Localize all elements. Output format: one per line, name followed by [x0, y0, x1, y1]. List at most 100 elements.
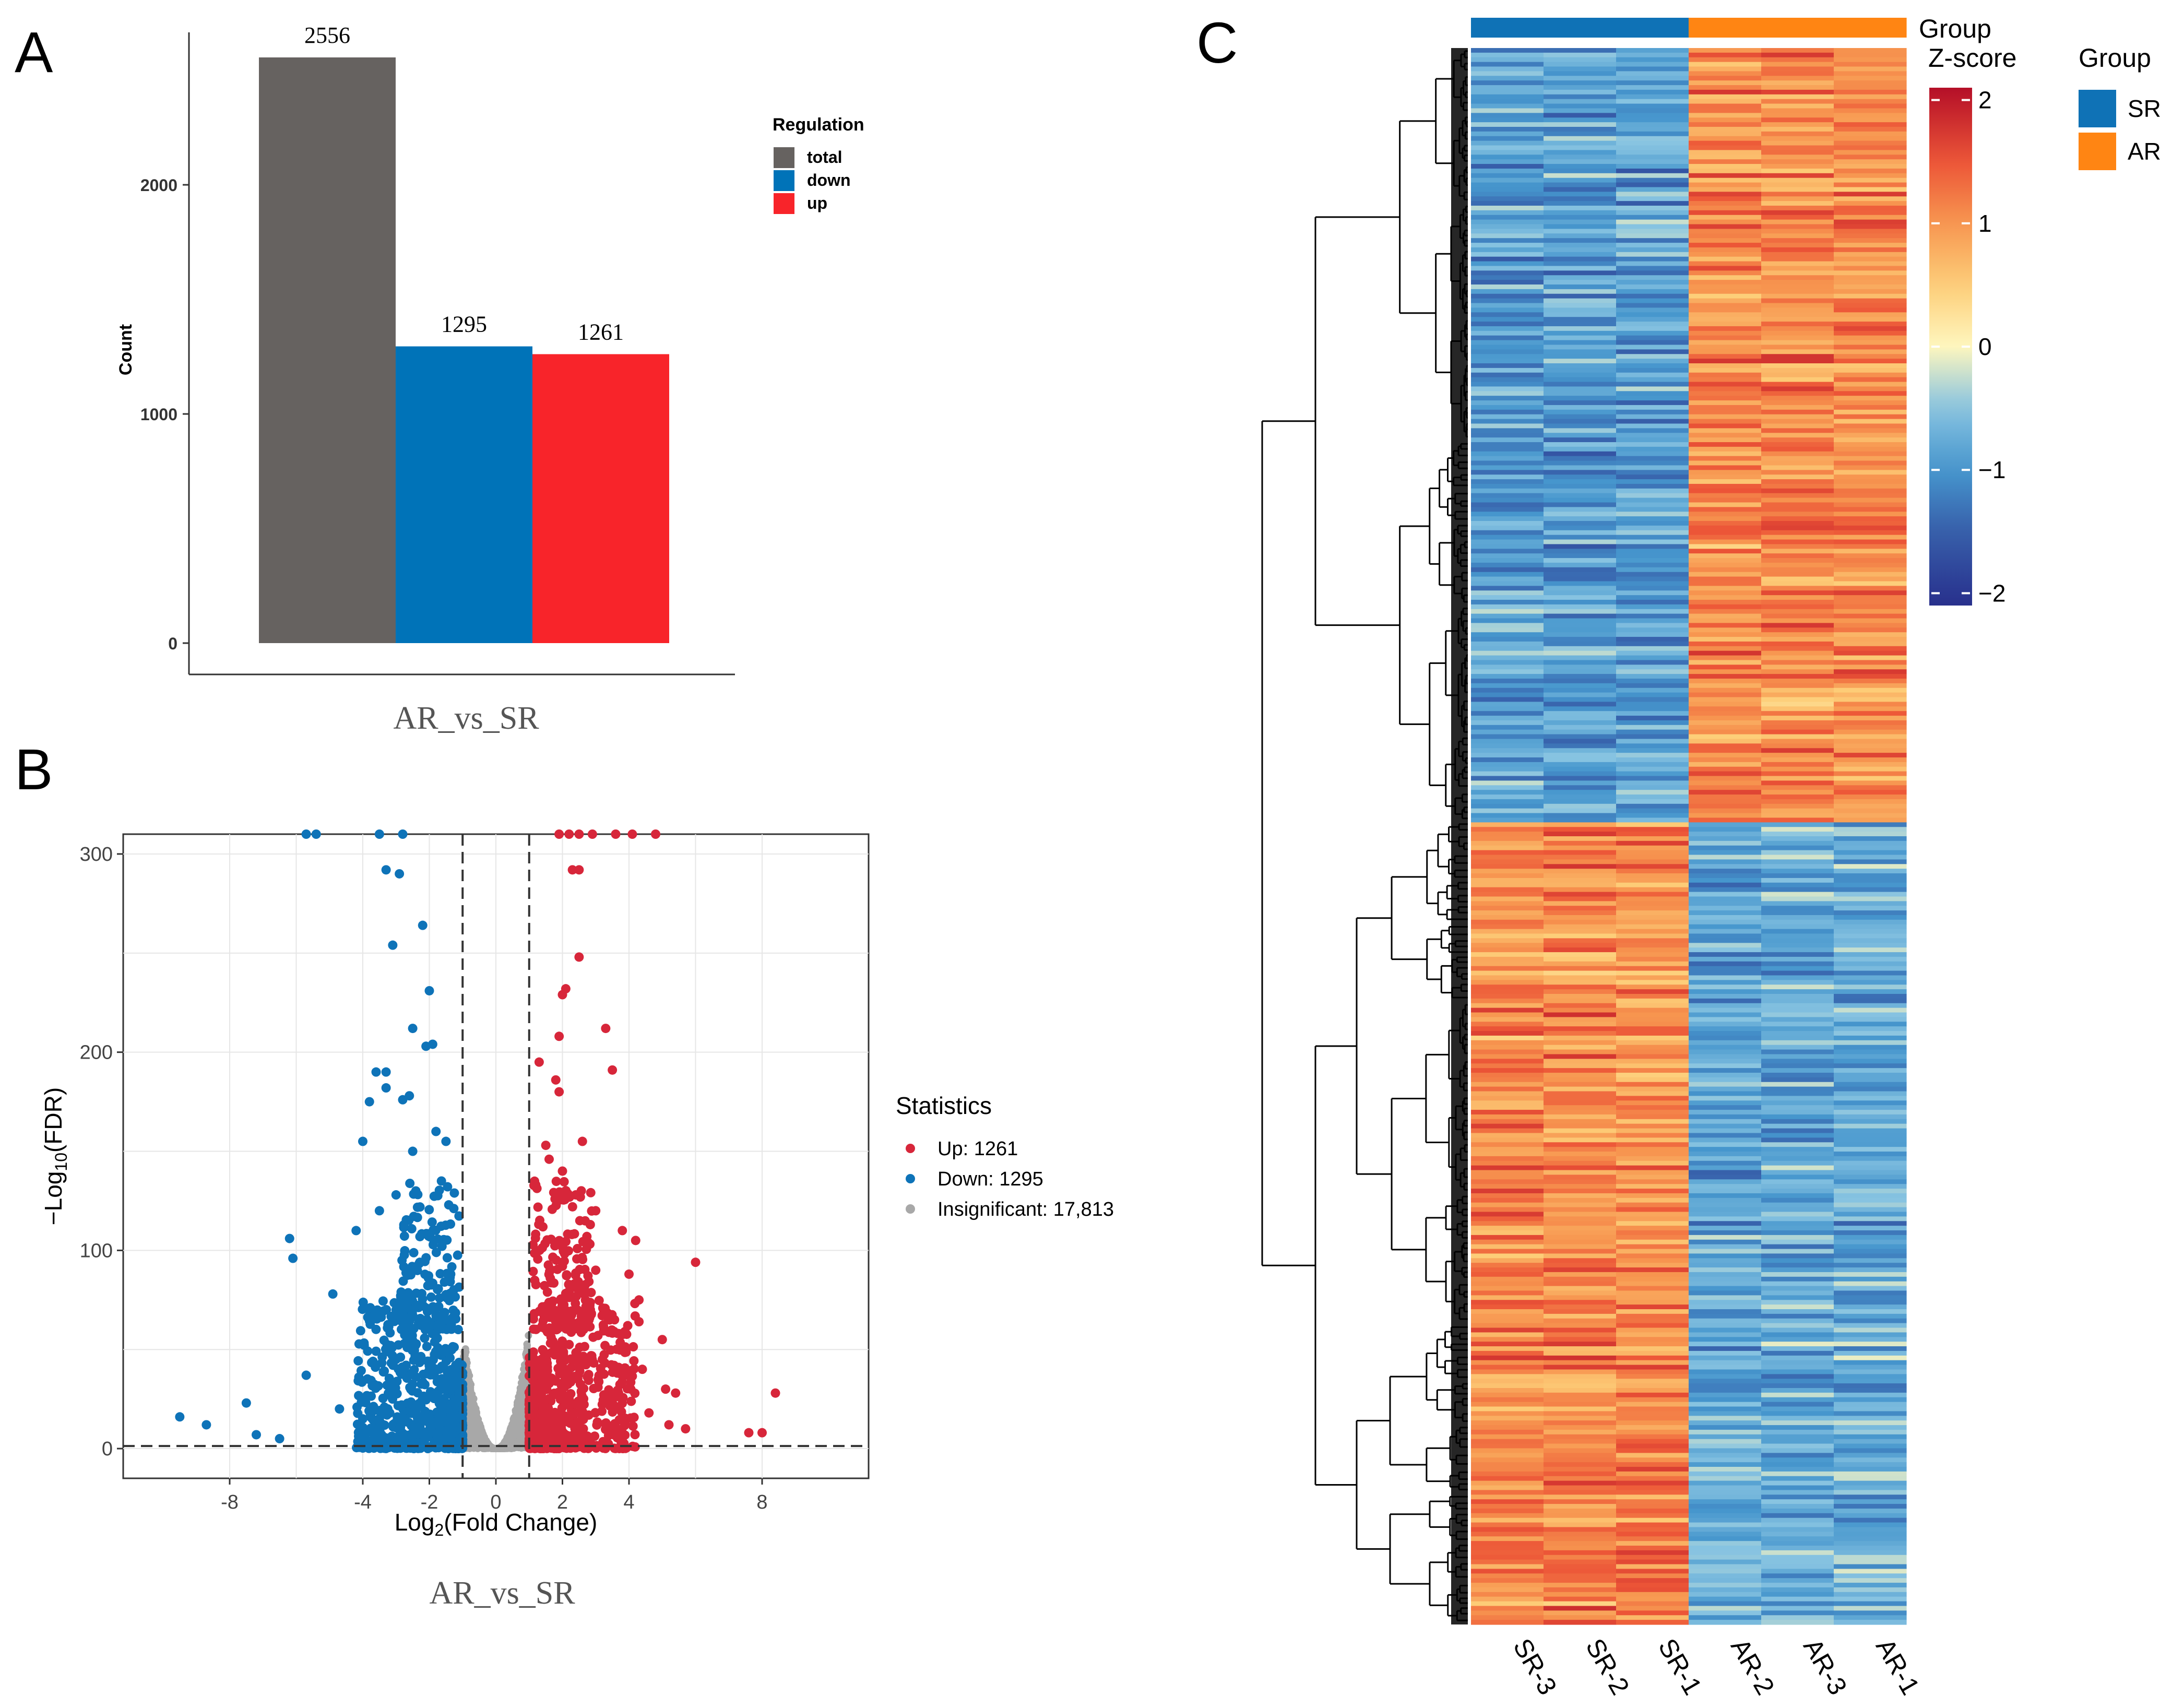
- heatmap-cell: [1689, 52, 1762, 58]
- volcano-point-up: [575, 1379, 585, 1389]
- heatmap-cell: [1689, 553, 1762, 559]
- volcano-point-down: [175, 1412, 185, 1422]
- volcano-legend-dot: [906, 1204, 915, 1214]
- heatmap-cell: [1834, 345, 1907, 350]
- heatmap-cell: [1834, 103, 1907, 109]
- volcano-point-down: [379, 1366, 389, 1376]
- bar-value-label: 1261: [578, 319, 624, 345]
- heatmap-cell: [1689, 618, 1762, 624]
- heatmap-cell: [1544, 456, 1617, 461]
- volcano-point-down: [354, 1442, 364, 1452]
- heatmap-cell: [1689, 155, 1762, 160]
- heatmap-cell: [1689, 479, 1762, 484]
- volcano-point-up: [564, 1279, 574, 1289]
- heatmap-cell: [1471, 85, 1544, 90]
- heatmap-cell: [1834, 488, 1907, 494]
- bar-down: [396, 346, 532, 643]
- volcano-point-up: [551, 1075, 561, 1085]
- heatmap-cell: [1471, 145, 1544, 151]
- volcano-point-down: [424, 986, 434, 995]
- heatmap-cell: [1834, 85, 1907, 90]
- heatmap-cell: [1616, 544, 1689, 549]
- heatmap-cell: [1689, 428, 1762, 433]
- volcano-point-up: [552, 1308, 562, 1318]
- heatmap-cell: [1544, 595, 1617, 600]
- heatmap-cell: [1689, 641, 1762, 647]
- heatmap-cell: [1471, 247, 1544, 253]
- volcano-point-up: [575, 1366, 585, 1376]
- volcano-point-up: [770, 1388, 780, 1398]
- volcano-point-down: [409, 1212, 419, 1221]
- volcano-point-up: [589, 1358, 599, 1368]
- heatmap-cell: [1471, 409, 1544, 415]
- heatmap-cell: [1616, 595, 1689, 600]
- volcano-point-down: [441, 1417, 450, 1427]
- volcano-point-up: [757, 1428, 767, 1438]
- heatmap-cell: [1471, 465, 1544, 470]
- volcano-point-up: [571, 1190, 580, 1200]
- heatmap-cell: [1689, 210, 1762, 216]
- heatmap-cell: [1616, 48, 1689, 53]
- volcano-point-up: [575, 1216, 585, 1226]
- heatmap-cell: [1616, 201, 1689, 206]
- heatmap-cell: [1616, 182, 1689, 188]
- heatmap-cell: [1761, 600, 1834, 605]
- heatmap-cell: [1544, 127, 1617, 132]
- heatmap-cell: [1544, 275, 1617, 280]
- heatmap-cell: [1616, 298, 1689, 304]
- volcano-point-down: [418, 1394, 428, 1404]
- heatmap-cell: [1616, 206, 1689, 211]
- volcano-point-down: [370, 1432, 380, 1442]
- heatmap-cell: [1471, 270, 1544, 276]
- heatmap-cell: [1689, 609, 1762, 614]
- volcano-point-up: [541, 1365, 551, 1374]
- heatmap-cell: [1761, 595, 1834, 600]
- heatmap-cell: [1834, 456, 1907, 461]
- heatmap-cell: [1761, 367, 1834, 373]
- heatmap-cell: [1616, 646, 1689, 651]
- volcano-point-up: [598, 1395, 608, 1405]
- volcano-point-insignificant: [472, 1405, 480, 1413]
- heatmap-cell: [1544, 215, 1617, 220]
- heatmap-cell: [1471, 233, 1544, 239]
- heatmap-cell: [1761, 613, 1834, 619]
- heatmap-cell: [1689, 326, 1762, 331]
- heatmap-cell: [1471, 372, 1544, 378]
- heatmap-cell: [1834, 280, 1907, 285]
- heatmap-cell: [1834, 113, 1907, 118]
- heatmap-cell: [1834, 530, 1907, 536]
- volcano-point-up: [556, 1294, 566, 1304]
- heatmap-cell: [1616, 572, 1689, 577]
- heatmap-cell: [1834, 396, 1907, 401]
- heatmap-cell: [1471, 479, 1544, 484]
- volcano-point-up: [620, 1363, 630, 1373]
- volcano-point-up: [579, 1283, 589, 1293]
- volcano-point-up: [554, 1087, 564, 1097]
- heatmap-cell: [1834, 192, 1907, 197]
- heatmap-cell: [1471, 553, 1544, 559]
- heatmap-cell: [1616, 62, 1689, 67]
- heatmap-cell: [1616, 127, 1689, 132]
- heatmap-cell: [1471, 363, 1544, 369]
- volcano-point-up: [559, 1316, 568, 1326]
- volcano-point-up: [531, 1180, 541, 1190]
- volcano-point-down: [434, 1365, 444, 1374]
- volcano-legend: Statistics Up: 1261 Down: 1295 Insignifica…: [896, 1092, 1114, 1220]
- heatmap-cell: [1761, 437, 1834, 443]
- heatmap-cell: [1689, 391, 1762, 396]
- heatmap-cell: [1689, 372, 1762, 378]
- volcano-point-down: [398, 1095, 408, 1105]
- volcano-point-down: [397, 1400, 407, 1410]
- heatmap-cell: [1834, 409, 1907, 415]
- heatmap-cell: [1761, 159, 1834, 164]
- volcano-point-down: [374, 1206, 384, 1216]
- heatmap-cell: [1616, 623, 1689, 628]
- heatmap-cell: [1471, 66, 1544, 72]
- volcano-point-insignificant: [516, 1394, 524, 1402]
- heatmap-cell: [1471, 521, 1544, 526]
- heatmap-cell: [1544, 284, 1617, 290]
- heatmap-cell: [1544, 317, 1617, 322]
- volcano-point-down: [369, 1402, 378, 1412]
- heatmap-cell: [1761, 48, 1834, 53]
